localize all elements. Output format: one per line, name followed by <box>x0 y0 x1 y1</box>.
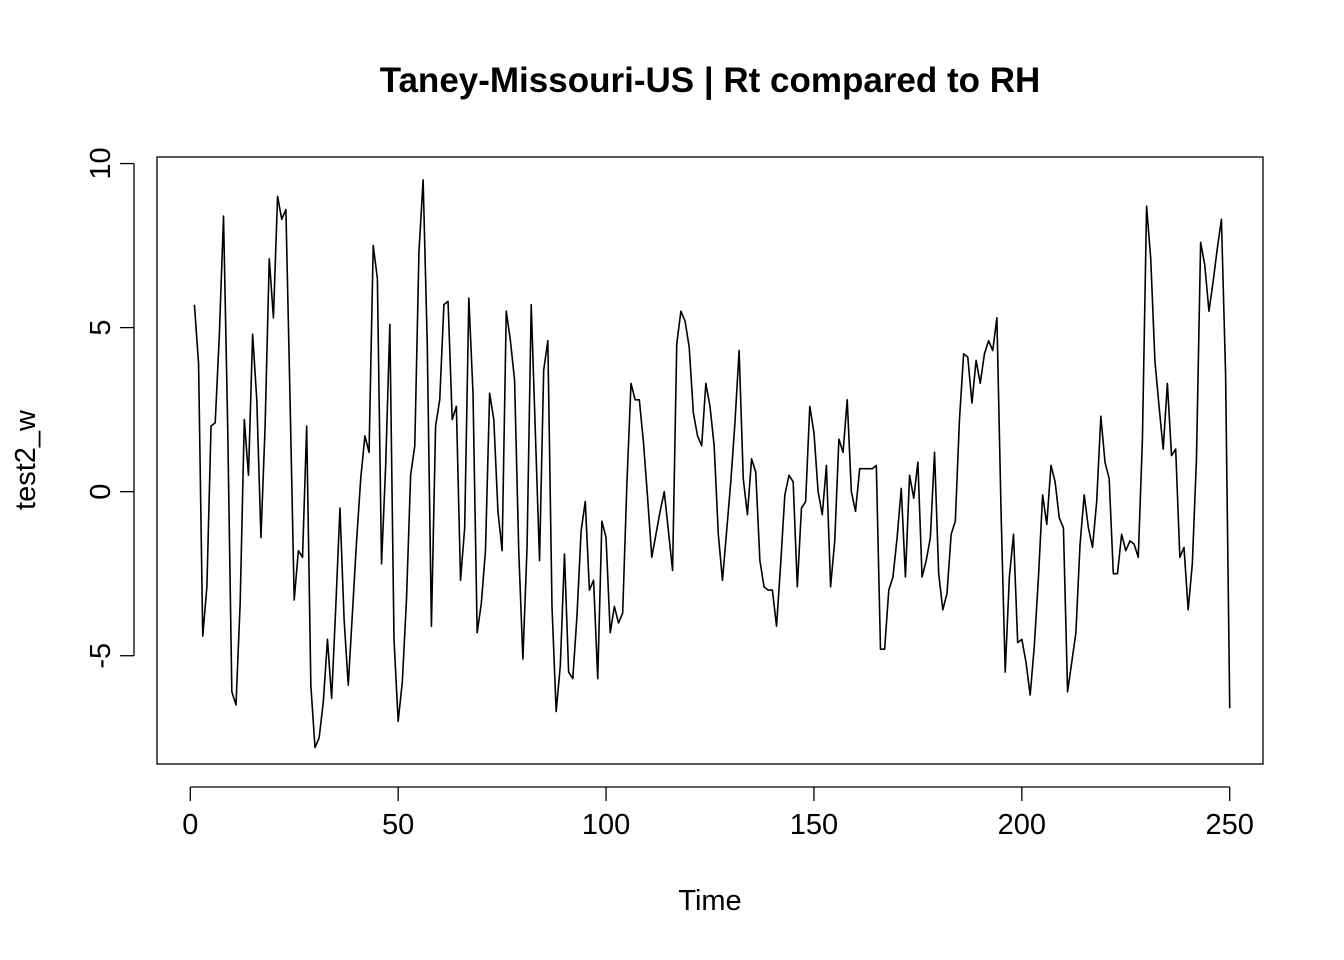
x-tick-label: 100 <box>582 809 630 841</box>
x-axis: 0 50 100 150 200 250 <box>182 786 1254 841</box>
y-axis: -5 0 5 10 <box>85 147 135 669</box>
y-tick-label: -5 <box>85 643 117 669</box>
x-tick-label: 0 <box>182 809 198 841</box>
x-tick-label: 250 <box>1206 809 1254 841</box>
y-axis-label: test2_w <box>10 409 42 510</box>
plot-frame <box>156 156 1264 765</box>
chart-title: Taney-Missouri-US | Rt compared to RH <box>380 61 1041 100</box>
x-tick-label: 150 <box>790 809 838 841</box>
x-tick-label: 50 <box>382 809 414 841</box>
series-line <box>193 179 1231 749</box>
x-tick-label: 200 <box>998 809 1046 841</box>
y-tick-label: 5 <box>85 320 117 336</box>
x-axis-label: Time <box>678 885 741 917</box>
y-tick-label: 0 <box>85 484 117 500</box>
y-tick-label: 10 <box>85 147 117 179</box>
